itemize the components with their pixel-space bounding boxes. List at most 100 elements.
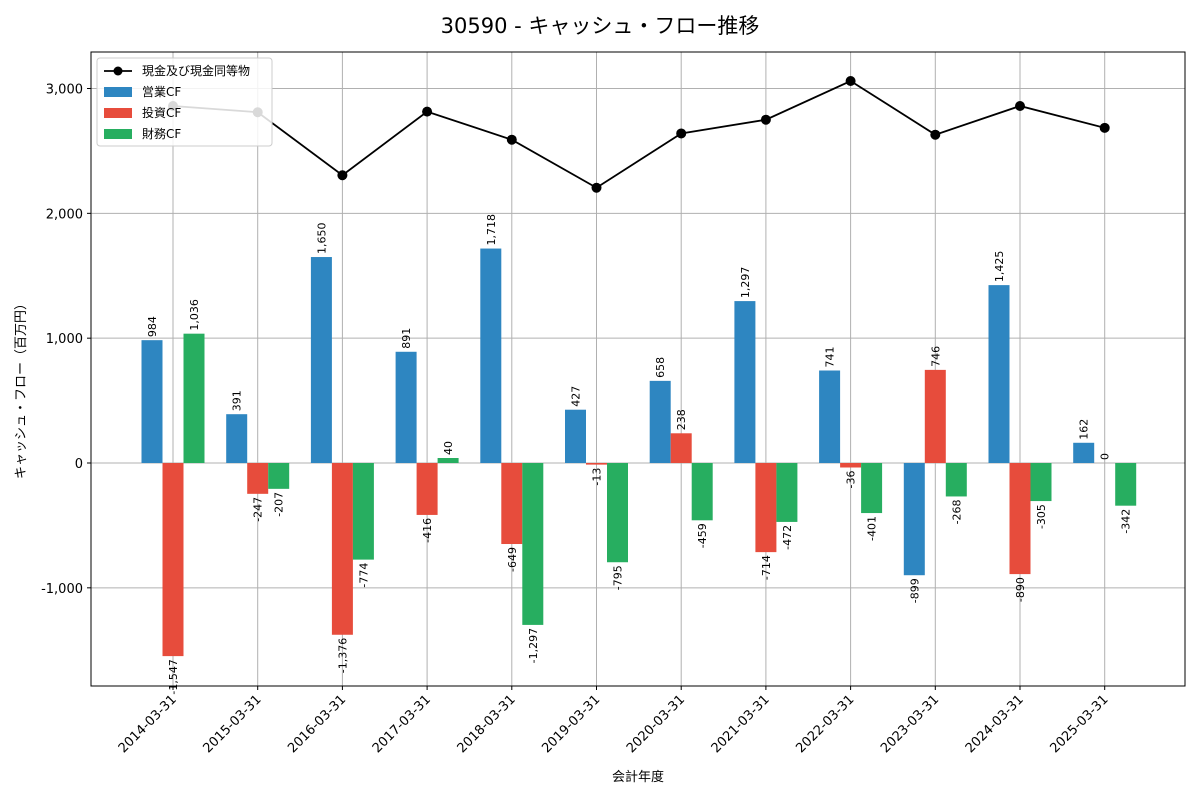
cash-point bbox=[1099, 122, 1110, 133]
bar-value-label: -36 bbox=[845, 470, 858, 488]
bar-value-label: 238 bbox=[675, 409, 688, 430]
grid bbox=[91, 52, 1185, 686]
y-tick-label: 0 bbox=[75, 457, 83, 472]
bars bbox=[141, 248, 1137, 657]
bar-value-label: -459 bbox=[696, 523, 709, 548]
x-tick-label: 2019-03-31 bbox=[539, 692, 603, 756]
bar-投資CF bbox=[416, 463, 438, 515]
bar-投資CF bbox=[840, 463, 862, 468]
bar-value-label: -795 bbox=[612, 565, 625, 590]
bar-value-label: 741 bbox=[824, 347, 837, 368]
bar-value-label: -13 bbox=[591, 468, 604, 486]
bar-value-label: -472 bbox=[781, 525, 794, 550]
x-tick-label: 2016-03-31 bbox=[285, 692, 349, 756]
bar-財務CF bbox=[945, 463, 967, 497]
x-tick-label: 2020-03-31 bbox=[624, 692, 688, 756]
bar-value-label: 1,425 bbox=[993, 251, 1006, 283]
bar-財務CF bbox=[691, 463, 713, 521]
legend-marker bbox=[113, 66, 123, 76]
bar-value-label: -1,297 bbox=[527, 628, 540, 663]
legend-swatch bbox=[104, 108, 132, 118]
bar-投資CF bbox=[501, 463, 523, 545]
bar-財務CF bbox=[352, 463, 374, 560]
bar-value-label: -416 bbox=[421, 518, 434, 543]
bar-value-label: 391 bbox=[231, 390, 244, 411]
x-tick-label: 2024-03-31 bbox=[963, 692, 1027, 756]
bar-value-label: 0 bbox=[1099, 453, 1112, 460]
bar-value-label: 40 bbox=[442, 441, 455, 455]
bar-営業CF bbox=[734, 301, 756, 463]
bar-営業CF bbox=[226, 414, 248, 463]
bar-value-label: 1,297 bbox=[739, 267, 752, 299]
y-tick-label: 3,000 bbox=[46, 83, 83, 98]
y-tick-label: -1,000 bbox=[41, 582, 83, 597]
plot-frame bbox=[90, 51, 1186, 687]
bar-営業CF bbox=[819, 370, 841, 463]
bar-投資CF bbox=[247, 463, 269, 494]
y-axis-label: キャッシュ・フロー（百万円） bbox=[14, 297, 29, 479]
legend-swatch bbox=[104, 87, 132, 97]
bar-value-label: 427 bbox=[570, 386, 583, 407]
bar-営業CF bbox=[480, 248, 502, 463]
x-tick-label: 2014-03-31 bbox=[116, 692, 180, 756]
cash-point bbox=[760, 114, 771, 125]
legend-label: 営業CF bbox=[142, 85, 181, 99]
cash-point bbox=[1015, 100, 1025, 111]
bar-営業CF bbox=[649, 380, 671, 463]
bar-value-label: -890 bbox=[1014, 577, 1027, 602]
cash-point bbox=[591, 182, 602, 193]
x-tick-label: 2025-03-31 bbox=[1047, 692, 1111, 756]
bar-value-label: 658 bbox=[654, 357, 667, 378]
bar-value-label: -247 bbox=[252, 497, 265, 522]
bar-財務CF bbox=[522, 463, 544, 625]
bar-value-label: 1,036 bbox=[188, 299, 201, 331]
bar-財務CF bbox=[268, 463, 290, 489]
legend-swatch bbox=[104, 129, 132, 139]
legend-label: 財務CF bbox=[142, 126, 181, 141]
bar-value-label: 984 bbox=[146, 316, 159, 337]
bar-value-label: 162 bbox=[1078, 419, 1091, 440]
x-tick-label: 2017-03-31 bbox=[370, 692, 434, 756]
bar-value-label: -714 bbox=[760, 555, 773, 580]
bar-財務CF bbox=[183, 333, 205, 463]
y-tick-label: 2,000 bbox=[46, 207, 83, 222]
cash-line bbox=[168, 76, 1110, 193]
legend-box bbox=[96, 57, 273, 147]
bar-投資CF bbox=[162, 463, 184, 657]
cash-point bbox=[422, 106, 433, 117]
bar-value-label: -342 bbox=[1120, 509, 1133, 534]
cash-point bbox=[930, 129, 941, 140]
bar-投資CF bbox=[670, 433, 692, 463]
bar-value-label: -268 bbox=[950, 499, 963, 524]
x-tick-label: 2015-03-31 bbox=[200, 692, 264, 756]
bar-投資CF bbox=[331, 463, 353, 635]
bar-財務CF bbox=[1115, 463, 1137, 506]
cash-point bbox=[676, 128, 687, 139]
bar-営業CF bbox=[988, 285, 1010, 463]
data-labels: 984 391 1,650 891 1,718 427 658 1,297 741 -899 1,4… bbox=[146, 214, 1133, 695]
legend-label: 現金及び現金同等物 bbox=[142, 63, 250, 78]
bar-財務CF bbox=[1030, 463, 1052, 502]
cash-point bbox=[845, 76, 856, 87]
y-tick-label: 1,000 bbox=[46, 332, 83, 347]
bar-投資CF bbox=[755, 463, 777, 553]
chart-title: 30590 - キャッシュ・フロー推移 bbox=[441, 14, 760, 38]
bar-営業CF bbox=[1073, 442, 1095, 463]
bar-value-label: -401 bbox=[866, 516, 879, 541]
legend-label: 投資CF bbox=[142, 105, 181, 120]
x-tick-label: 2023-03-31 bbox=[878, 692, 942, 756]
x-tick-label: 2021-03-31 bbox=[709, 692, 773, 756]
x-tick-label: 2022-03-31 bbox=[793, 692, 857, 756]
bar-財務CF bbox=[776, 463, 798, 522]
bar-value-label: -207 bbox=[273, 492, 286, 517]
cash-line-path bbox=[172, 79, 1105, 189]
x-tick-label: 2018-03-31 bbox=[455, 692, 519, 756]
bar-投資CF bbox=[1009, 463, 1031, 575]
bar-value-label: -899 bbox=[908, 578, 921, 603]
x-axis-label: 会計年度 bbox=[612, 769, 664, 785]
bar-営業CF bbox=[565, 409, 586, 463]
bar-営業CF bbox=[141, 340, 163, 463]
bar-財務CF bbox=[437, 458, 459, 463]
